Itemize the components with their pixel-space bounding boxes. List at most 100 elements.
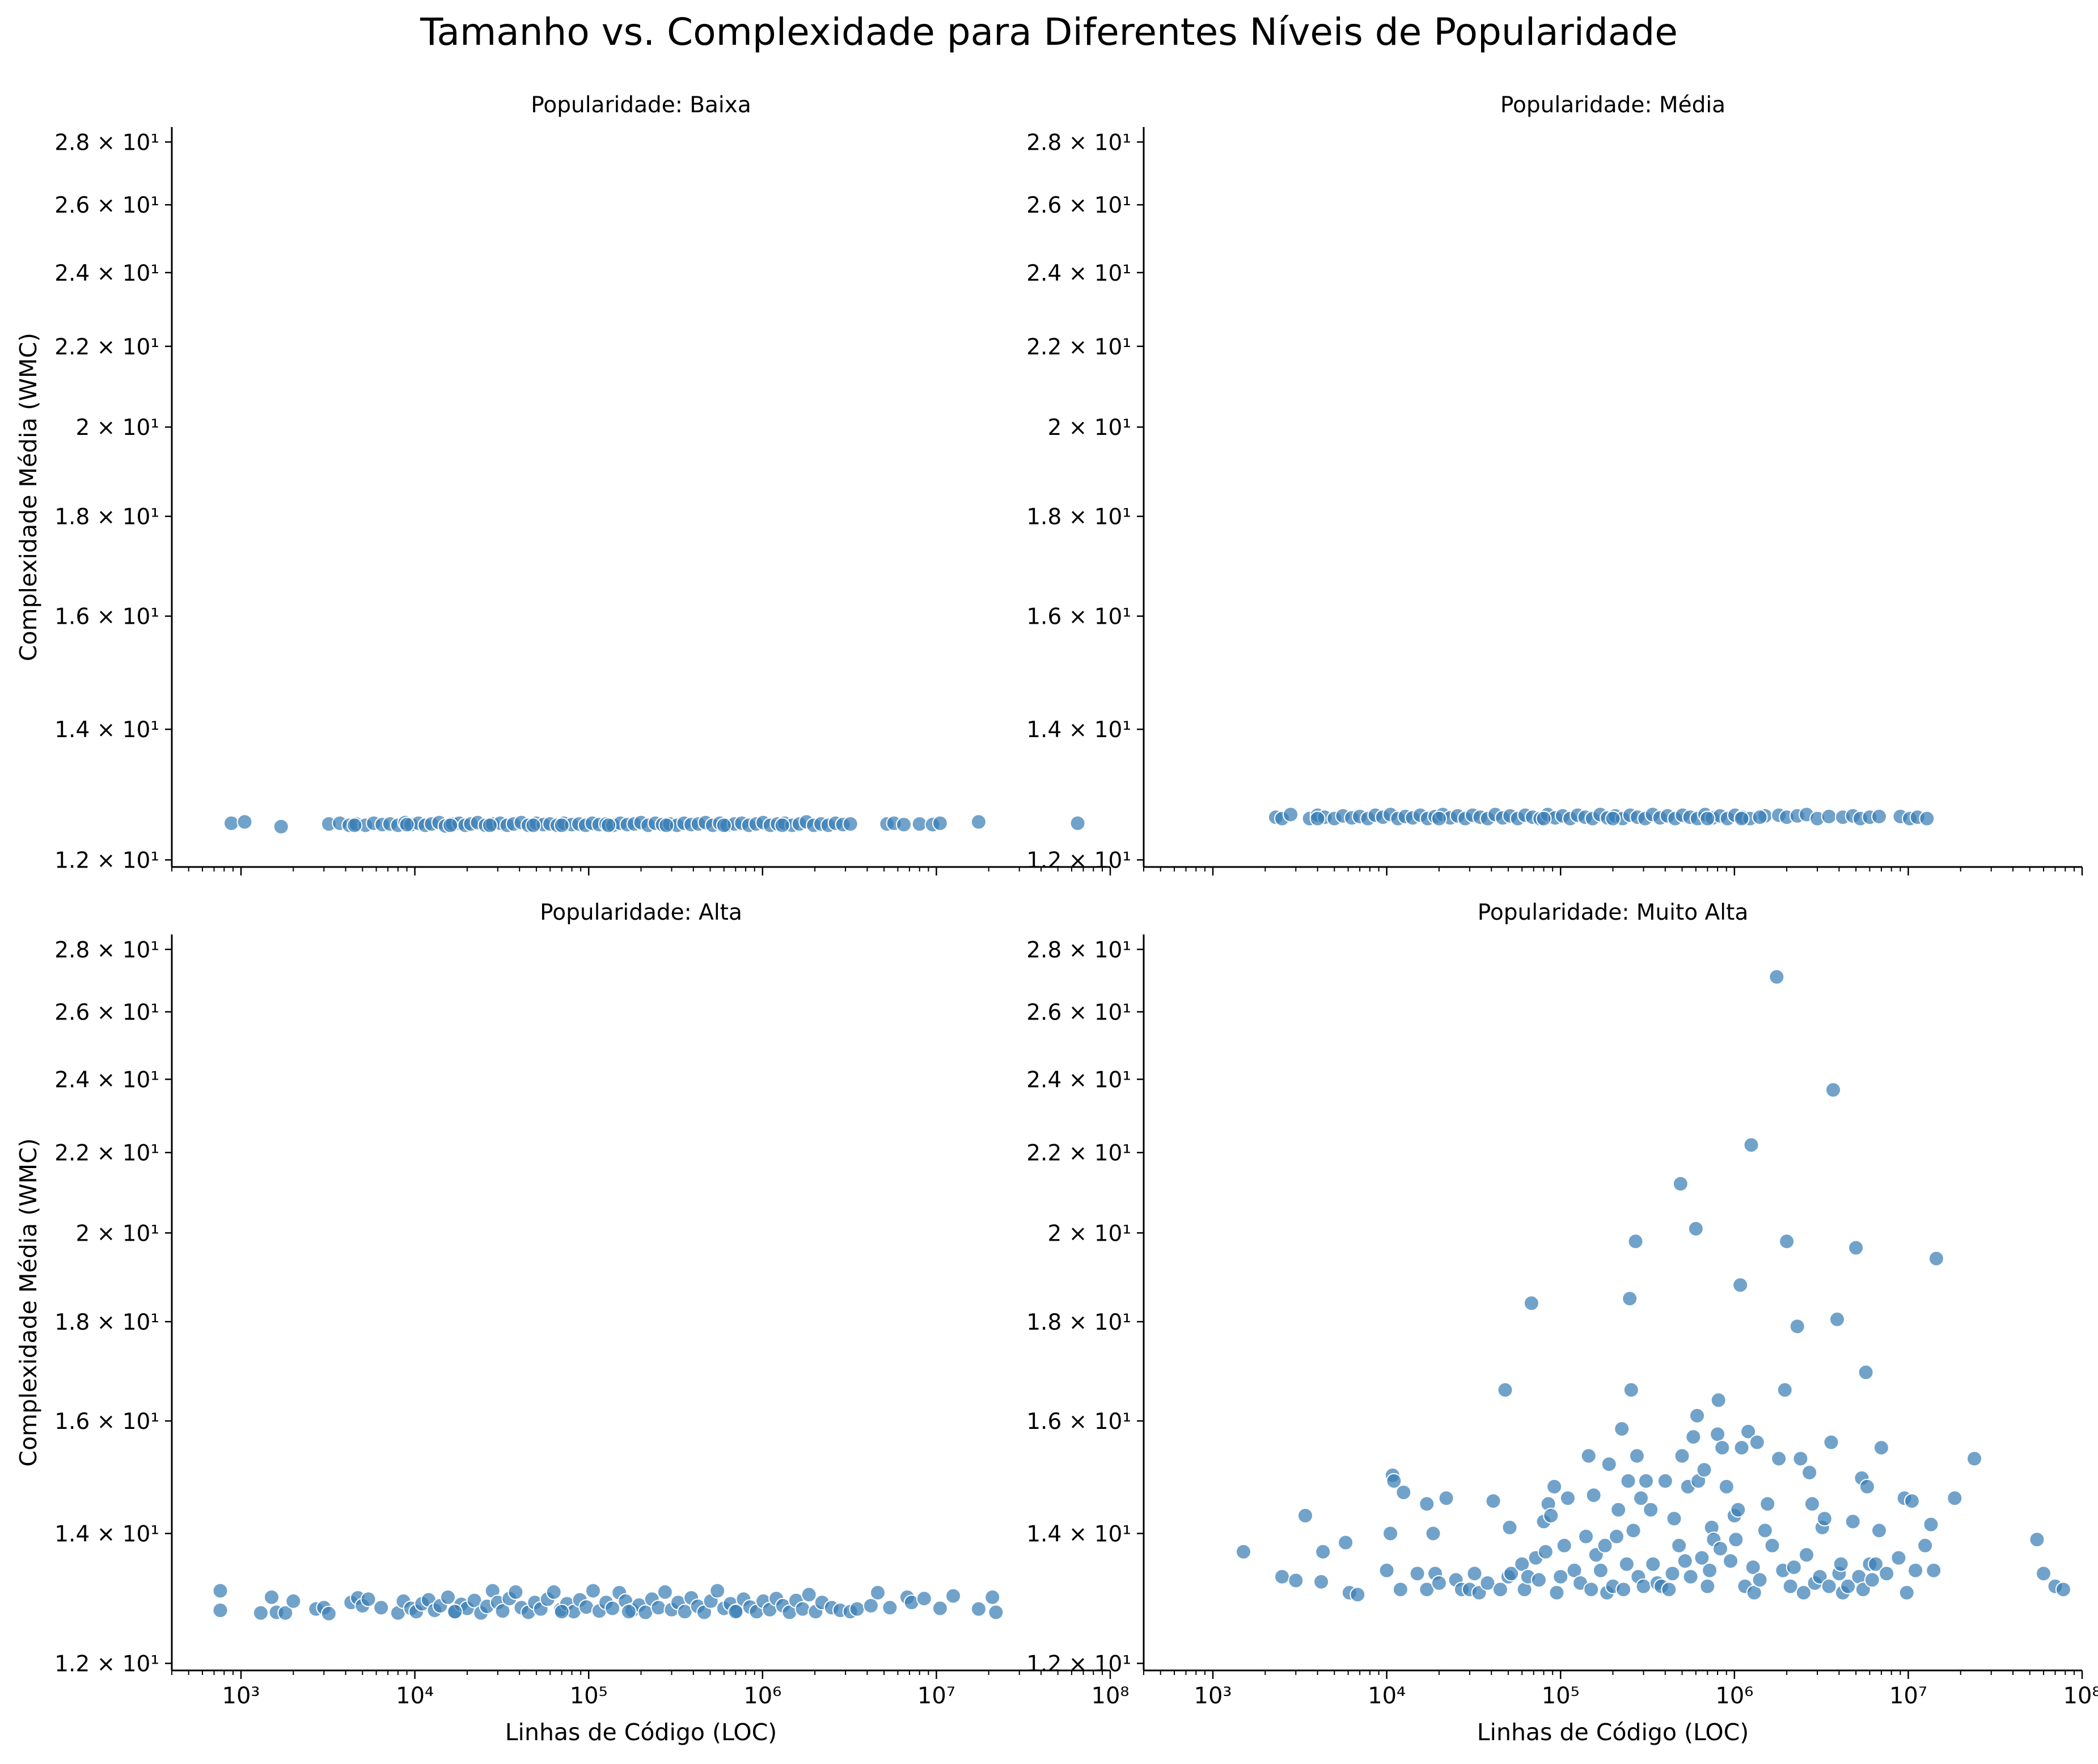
scatter-point <box>862 1597 879 1614</box>
scatter-point <box>1840 1578 1856 1594</box>
scatter-point <box>1728 1532 1744 1548</box>
scatter-point <box>1812 1568 1828 1585</box>
scatter-point <box>600 817 617 834</box>
scatter-point <box>252 1605 269 1621</box>
scatter-point <box>1425 1525 1441 1542</box>
scatter-point <box>1553 1568 1569 1585</box>
scatter-point <box>507 1584 524 1600</box>
scatter-point <box>657 1584 673 1600</box>
scatter-point <box>1618 1556 1635 1572</box>
scatter-point <box>1601 1456 1617 1473</box>
scatter-point <box>1733 1440 1750 1456</box>
scatter-point <box>1671 1537 1687 1554</box>
y-tick-label: 2.4 × 10¹ <box>1026 261 1131 286</box>
y-axis-label: Complexidade Média (WMC) <box>15 1138 42 1466</box>
scatter-point <box>1069 815 1086 831</box>
scatter-point <box>1792 1450 1809 1467</box>
subplot-2: Popularidade: Média 1.2 × 10¹ 1.4 × 10¹ 1.6… <box>1026 92 2083 875</box>
y-tick-label: 1.8 × 10¹ <box>54 1310 159 1335</box>
scatter-point <box>212 1583 229 1599</box>
y-tick-label: 2.8 × 10¹ <box>54 130 159 155</box>
subplot-1: Popularidade: Baixa 1.2 × 10¹ 1.4 × 10¹ 1.6… <box>15 92 1111 875</box>
y-tick-label: 2 × 10¹ <box>75 415 159 441</box>
y-tick-label: 1.2 × 10¹ <box>1026 1652 1131 1677</box>
scatter-point <box>1485 1493 1501 1509</box>
scatter-point <box>984 1589 1001 1605</box>
scatter-point <box>545 1584 562 1600</box>
scatter-point <box>1536 810 1552 827</box>
scatter-point <box>1350 1587 1366 1603</box>
scatter-point <box>1752 1572 1768 1588</box>
scatter-point <box>658 817 675 834</box>
scatter-point <box>988 1604 1004 1621</box>
scatter-point <box>1816 1511 1833 1527</box>
scatter-point <box>1620 1473 1636 1489</box>
scatter-point <box>1833 1556 1849 1572</box>
scatter-point <box>285 1593 302 1609</box>
scatter-point <box>1779 1233 1795 1250</box>
scatter-point <box>1627 1233 1644 1250</box>
scatter-point <box>709 1583 726 1599</box>
subplot-3: Popularidade: Alta 10³ 10⁴ 10⁵ 10⁶ 10⁷ 10⁸ 1.2 … <box>15 900 1129 1746</box>
scatter-point <box>1592 1562 1609 1579</box>
scatter-point <box>1689 1407 1705 1424</box>
scatter-point <box>1503 1566 1520 1582</box>
subplot-title: Popularidade: Baixa <box>531 92 751 118</box>
scatter-point <box>1890 1550 1907 1566</box>
y-tick-label: 2.2 × 10¹ <box>54 1141 159 1166</box>
scatter-point <box>1580 1448 1597 1464</box>
scatter-point <box>525 817 542 834</box>
scatter-point <box>1898 1584 1915 1601</box>
subplot-title: Popularidade: Média <box>1500 92 1725 118</box>
scatter-point <box>1615 1581 1632 1598</box>
x-tick-label: 10⁴ <box>396 1683 434 1709</box>
scatter-point <box>494 1603 511 1619</box>
scatter-point <box>2036 1566 2052 1582</box>
scatter-point <box>716 817 732 834</box>
scatter-point <box>236 814 253 830</box>
x-tick-label: 10⁶ <box>1715 1683 1753 1709</box>
scatter-point <box>1769 968 1785 985</box>
scatter-point <box>1546 1478 1563 1495</box>
scatter-point <box>1543 1508 1559 1524</box>
scatter-point <box>801 1587 817 1603</box>
scatter-point <box>1733 810 1750 827</box>
scatter-point <box>1623 1382 1639 1398</box>
y-tick-label: 1.6 × 10¹ <box>54 1409 159 1435</box>
scatter-point <box>1392 1581 1408 1598</box>
scatter-point <box>1871 809 1887 824</box>
scatter-point <box>1501 1519 1518 1535</box>
y-tick-label: 2.8 × 10¹ <box>1026 937 1131 963</box>
subplot-title: Popularidade: Alta <box>540 900 742 925</box>
scatter-point <box>1749 1434 1765 1450</box>
y-axis-label: Complexidade Média (WMC) <box>15 333 42 661</box>
scatter-point <box>1823 1434 1839 1450</box>
scatter-point <box>1622 1291 1638 1307</box>
scatter-point <box>1635 1578 1652 1594</box>
scatter-point <box>264 1589 280 1605</box>
scatter-point <box>1395 1484 1412 1500</box>
scatter-point <box>1871 1522 1887 1539</box>
scatter-point <box>1795 1584 1812 1601</box>
scatter-point <box>1696 1462 1712 1478</box>
scatter-point <box>277 1605 294 1621</box>
scatter-point <box>1786 1559 1802 1575</box>
scatter-point <box>1682 1568 1699 1585</box>
scatter-point <box>1610 1501 1627 1518</box>
scatter-point <box>1338 1534 1354 1551</box>
scatter-point <box>1672 1175 1689 1192</box>
scatter-point <box>1745 1559 1761 1575</box>
scatter-point <box>320 1605 337 1622</box>
scatter-point <box>223 815 239 831</box>
scatter-point <box>447 1604 463 1620</box>
x-axis-label: Linhas de Código (LOC) <box>1477 1719 1749 1746</box>
scatter-point <box>1283 806 1299 823</box>
y-tick-label: 1.8 × 10¹ <box>1026 505 1131 530</box>
scatter-point <box>1597 1537 1613 1554</box>
scatter-point <box>1315 1543 1331 1560</box>
y-tick-label: 2.2 × 10¹ <box>54 335 159 360</box>
scatter-point <box>1699 810 1716 827</box>
scatter-point <box>1523 1295 1539 1312</box>
y-tick-label: 1.6 × 10¹ <box>1026 604 1131 630</box>
scatter-point <box>1782 1578 1799 1594</box>
